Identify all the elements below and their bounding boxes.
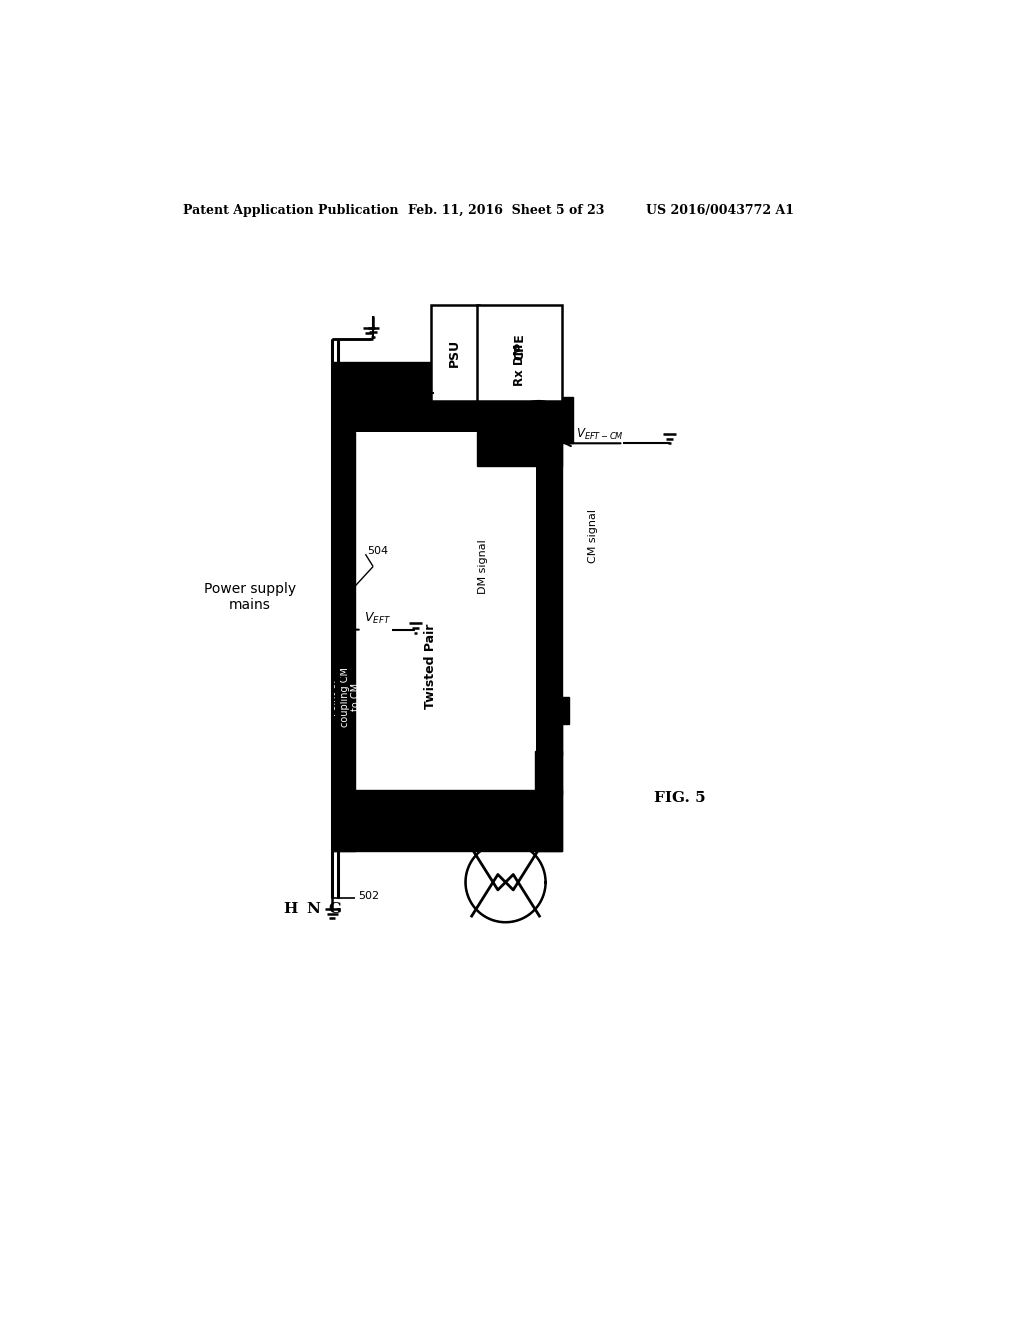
Text: Feb. 11, 2016  Sheet 5 of 23: Feb. 11, 2016 Sheet 5 of 23 (408, 205, 604, 218)
Bar (562, 420, 573, 444)
Bar (431, 305, 478, 401)
Bar (535, 397, 562, 851)
Text: Patent Application Publication: Patent Application Publication (183, 205, 398, 218)
Bar (333, 363, 558, 436)
Bar (558, 397, 573, 420)
Bar (535, 751, 562, 793)
Text: $V_{EFT-CM}$: $V_{EFT-CM}$ (575, 426, 624, 442)
Text: $V_{EFT}$: $V_{EFT}$ (364, 611, 391, 626)
Text: PSU: PSU (449, 338, 461, 367)
Text: Point of
leakage thru
PSU: Point of leakage thru PSU (391, 458, 424, 520)
Bar (477, 432, 562, 466)
Bar (477, 305, 562, 401)
Bar (547, 721, 562, 755)
Text: 502: 502 (357, 891, 379, 902)
Text: Power supply
mains: Power supply mains (204, 582, 296, 612)
Bar (333, 432, 355, 851)
Text: FIG. 5: FIG. 5 (654, 791, 706, 804)
Text: DM signal: DM signal (478, 539, 488, 594)
Text: 504: 504 (367, 546, 388, 556)
Text: G: G (328, 902, 341, 916)
Text: Rx DM: Rx DM (513, 343, 526, 385)
Text: N: N (306, 902, 319, 916)
Bar (355, 432, 537, 793)
Text: Twisted Pair: Twisted Pair (424, 624, 437, 709)
Bar (558, 697, 569, 725)
Text: Point of
coupling CM
to CM: Point of coupling CM to CM (328, 668, 361, 727)
Bar (333, 789, 562, 851)
Text: CPE: CPE (513, 333, 526, 359)
Text: US 2016/0043772 A1: US 2016/0043772 A1 (646, 205, 795, 218)
Text: H: H (284, 902, 298, 916)
Text: CM signal: CM signal (588, 508, 598, 562)
